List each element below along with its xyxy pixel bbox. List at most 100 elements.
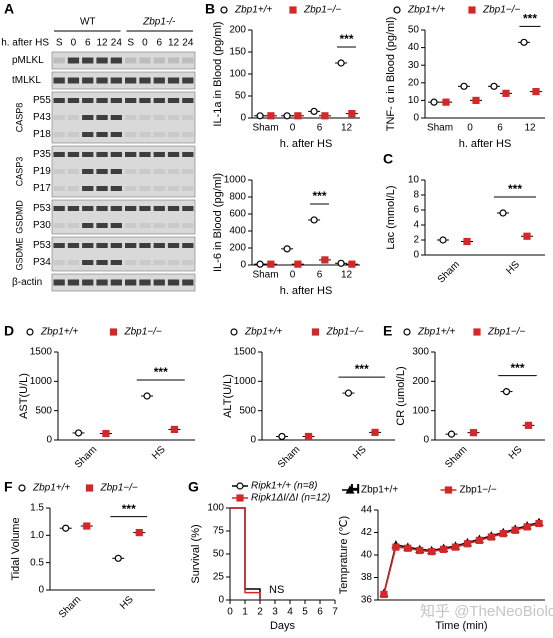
y-tick-label: 0 [38, 585, 44, 596]
band [67, 169, 80, 174]
x-tick-label: HS [507, 444, 525, 462]
marker [337, 259, 345, 267]
band [139, 169, 151, 174]
band-label: P17 [33, 183, 51, 194]
protein-label: pMLKL [12, 55, 44, 66]
x-tick-label: 7 [332, 607, 338, 618]
marker [451, 543, 460, 551]
marker [468, 6, 476, 14]
x-tick-label: Sham [252, 270, 278, 281]
band [167, 115, 180, 120]
legend-label: Zbp1−/− [460, 485, 497, 496]
band [153, 169, 165, 174]
annotation: *** [339, 32, 353, 46]
band [67, 223, 80, 228]
band [153, 186, 165, 191]
y-tick-label: 300 [412, 347, 429, 358]
x-tick-label: Sham [73, 444, 99, 470]
band-label: P53 [33, 203, 51, 214]
lane-label: 6 [85, 38, 91, 49]
y-tick-label: 100 [207, 503, 224, 514]
y-tick-label: 1000 [30, 376, 53, 387]
band [153, 132, 165, 137]
band [67, 206, 80, 211]
marker [487, 533, 495, 541]
band [82, 132, 94, 137]
band [110, 279, 122, 286]
band [96, 206, 108, 211]
y-tick-label: 0 [46, 435, 52, 446]
legend-label: Zbp1−/− [326, 327, 364, 338]
marker [535, 519, 543, 528]
band [182, 260, 194, 265]
band [182, 115, 194, 120]
band [82, 152, 94, 157]
band-label: P53 [33, 240, 51, 251]
legend-label: Zbp1+/+ [234, 5, 272, 16]
y-tick-label: 0 [218, 595, 224, 606]
panel-letter: G [188, 479, 199, 495]
marker [321, 256, 329, 264]
y-axis-label: CR (umol/L) [395, 366, 407, 425]
marker [444, 486, 453, 494]
marker [469, 429, 478, 437]
y-tick-label: 75 [213, 526, 225, 537]
marker [170, 425, 179, 434]
lane-label: 0 [71, 38, 77, 49]
x-tick-label: 0 [290, 123, 296, 134]
marker [62, 524, 70, 532]
marker [109, 328, 118, 336]
band [139, 98, 151, 103]
band [67, 98, 80, 103]
band [125, 279, 137, 286]
x-axis-label: h. after HS [280, 285, 333, 297]
y-tick-label: 40 [408, 42, 420, 53]
y-tick-label: 50 [408, 25, 420, 36]
x-tick-label: 12 [524, 123, 536, 134]
band [110, 186, 122, 191]
marker [283, 245, 291, 253]
y-axis-label: TNF- α in Blood (pg/ml) [385, 17, 397, 132]
marker [289, 6, 297, 14]
marker [143, 392, 151, 400]
marker [135, 528, 143, 537]
band [110, 243, 122, 248]
y-tick-label: 38 [361, 572, 373, 583]
band [125, 186, 137, 191]
legend-label: Zbp1−/− [487, 327, 525, 338]
band [96, 77, 108, 84]
y-tick-label: 0 [413, 250, 419, 261]
y-tick-label: 4 [413, 220, 419, 231]
band [125, 77, 137, 84]
band [139, 186, 151, 191]
marker [85, 484, 94, 492]
y-tick-label: 100 [412, 405, 429, 416]
band [67, 115, 80, 120]
band [182, 98, 194, 103]
y-tick-label: 0 [240, 113, 246, 124]
marker [310, 216, 318, 224]
band [182, 57, 194, 64]
marker [490, 82, 498, 90]
y-tick-label: 500 [35, 405, 52, 416]
panel-letter: F [4, 479, 13, 495]
marker [337, 59, 345, 67]
x-tick-label: 6 [317, 270, 323, 281]
band [67, 57, 80, 64]
marker [460, 82, 468, 90]
band [167, 223, 180, 228]
x-axis-label: h. after HS [459, 138, 512, 150]
marker [428, 548, 436, 556]
panel-letter: C [383, 151, 393, 167]
x-axis-label: Time (min) [435, 620, 487, 632]
band [110, 260, 122, 265]
band [153, 98, 165, 103]
band [153, 115, 165, 120]
lane-label: 0 [142, 38, 148, 49]
band [139, 132, 151, 137]
band [167, 243, 180, 248]
marker [310, 107, 318, 116]
marker [393, 6, 401, 14]
band [53, 206, 65, 211]
y-tick-label: 0 [423, 435, 429, 446]
